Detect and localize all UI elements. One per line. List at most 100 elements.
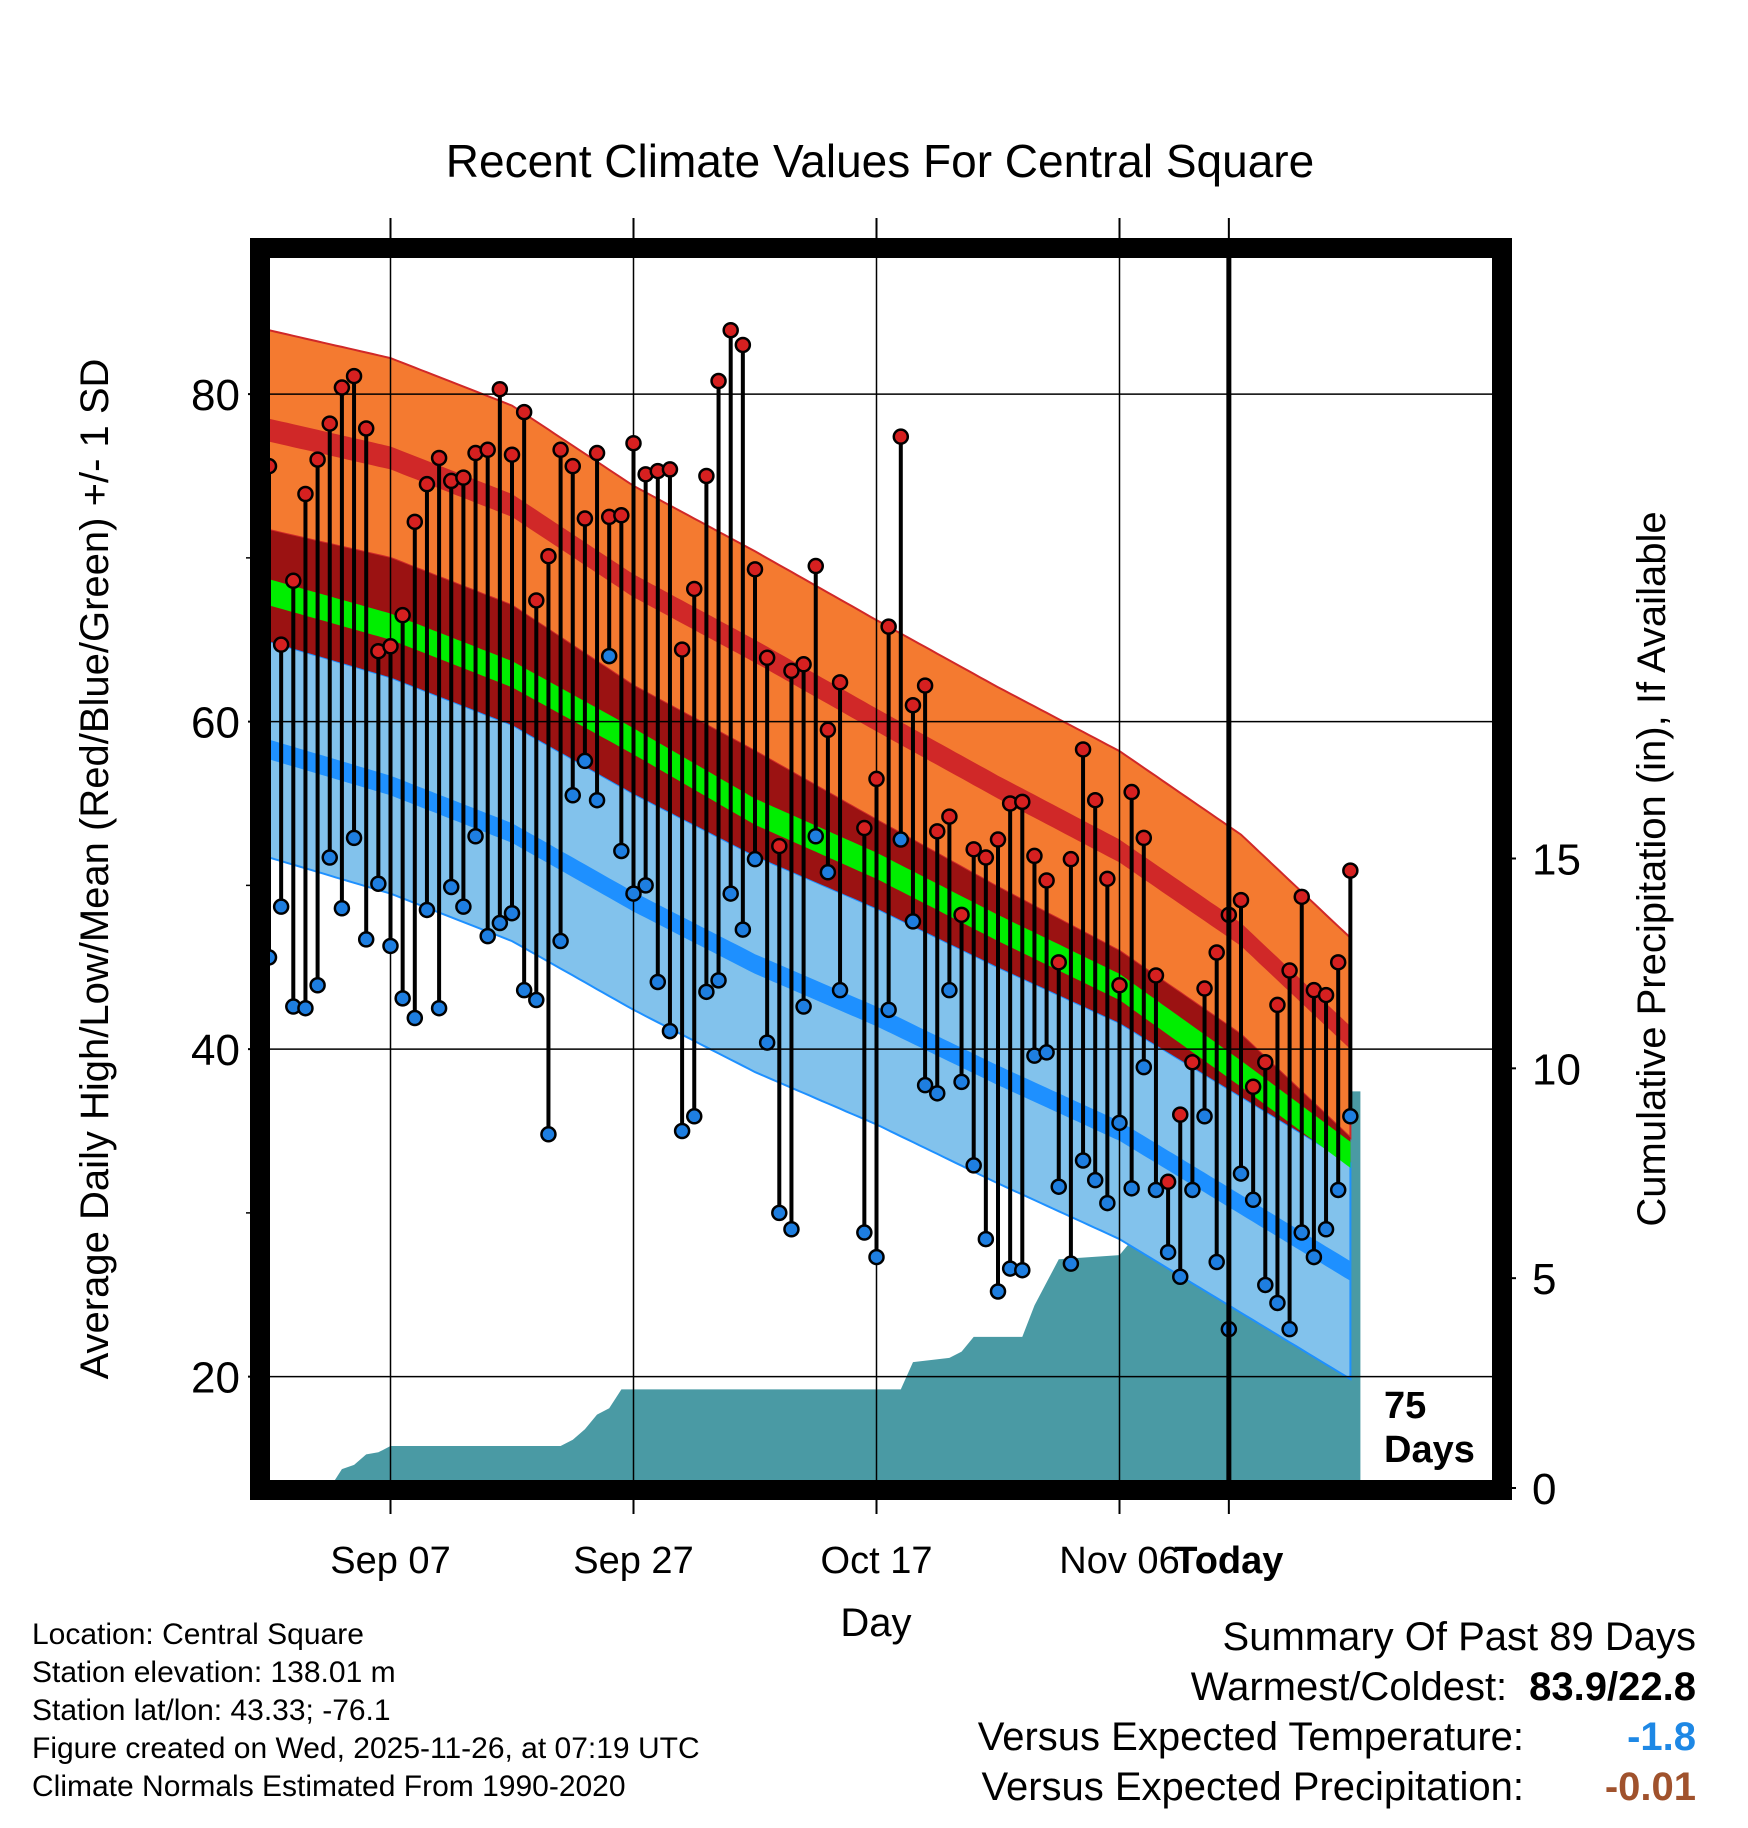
daily-low-point: [1086, 1171, 1104, 1189]
daily-low-point: [856, 1224, 873, 1241]
daily-high-point: [406, 513, 424, 531]
daily-high-point: [1099, 870, 1116, 888]
daily-low-point: [783, 1221, 800, 1238]
daily-low-point: [831, 981, 849, 999]
x-tick-label: Oct 17: [821, 1540, 933, 1582]
daily-low-point: [345, 829, 363, 847]
daily-low-point: [673, 1122, 691, 1140]
daily-high-point: [625, 434, 642, 452]
daily-high-point: [722, 321, 739, 339]
daily-high-point: [552, 441, 569, 459]
x-tick-label: Sep 07: [330, 1540, 450, 1582]
daily-high-point: [758, 649, 776, 667]
summary-temp: Versus Expected Temperature: -1.8: [978, 1712, 1696, 1762]
daily-high-point: [698, 467, 715, 485]
daily-high-point: [1159, 1173, 1177, 1191]
daily-high-point: [831, 674, 849, 691]
daily-low-point: [552, 932, 569, 950]
daily-low-point: [576, 752, 594, 770]
daily-low-point: [1135, 1058, 1153, 1076]
daily-high-point: [382, 638, 399, 655]
daily-low-point: [1123, 1180, 1140, 1197]
daily-high-point: [1196, 980, 1213, 997]
daily-low-point: [443, 878, 460, 896]
summary-precip: Versus Expected Precipitation: -0.01: [978, 1762, 1696, 1812]
daily-high-point: [868, 770, 885, 788]
daily-low-point: [1111, 1114, 1128, 1132]
daily-high-point: [1135, 829, 1153, 847]
warm-cold-value: 83.9/22.8: [1529, 1665, 1696, 1709]
daily-high-point: [357, 420, 375, 437]
daily-low-point: [661, 1022, 679, 1040]
daily-low-point: [710, 972, 727, 989]
daily-high-point: [564, 457, 581, 475]
temp-label: Versus Expected Temperature:: [977, 1715, 1524, 1759]
daily-high-point: [491, 380, 509, 398]
daily-high-point: [1062, 850, 1080, 868]
daily-high-point: [1026, 847, 1043, 865]
y-tick-label-left: 60: [191, 699, 240, 748]
daily-high-point: [856, 819, 873, 837]
daily-high-point: [455, 469, 472, 486]
daily-low-point: [1147, 1181, 1165, 1199]
daily-high-point: [1086, 791, 1104, 809]
daily-low-point: [613, 842, 630, 860]
daily-low-point: [892, 831, 910, 848]
daily-low-point: [649, 973, 667, 991]
daily-high-point: [1232, 891, 1250, 909]
daily-high-point: [771, 837, 788, 855]
precip-value: -0.01: [1604, 1765, 1696, 1809]
location-text: Location: Central Square: [32, 1618, 364, 1651]
daily-low-point: [637, 877, 654, 894]
daily-high-point: [819, 721, 837, 739]
daily-low-point: [1317, 1221, 1335, 1238]
daily-high-point: [321, 415, 338, 432]
created-text: Figure created on Wed, 2025-11-26, at 07…: [32, 1732, 700, 1765]
daily-high-point: [965, 841, 982, 858]
daily-low-point: [1269, 1294, 1286, 1312]
temp-value: -1.8: [1627, 1715, 1696, 1759]
daily-high-point: [503, 446, 521, 463]
daily-high-point: [1172, 1106, 1189, 1123]
daily-low-point: [771, 1204, 788, 1222]
daily-low-point: [1244, 1191, 1262, 1209]
daily-high-point: [710, 372, 727, 390]
station-info: Location: Central Square Station elevati…: [32, 1616, 700, 1806]
daily-high-point: [1244, 1078, 1262, 1096]
normals-text: Climate Normals Estimated From 1990-2020: [32, 1770, 626, 1803]
daily-low-point: [965, 1157, 982, 1174]
daily-low-point: [625, 885, 642, 902]
precip-label: Versus Expected Precipitation:: [981, 1765, 1524, 1809]
daily-high-point: [941, 808, 958, 825]
daily-low-point: [1196, 1108, 1213, 1125]
daily-low-point: [807, 827, 824, 845]
daily-high-point: [892, 428, 910, 445]
daily-low-point: [989, 1283, 1007, 1300]
daily-high-point: [783, 662, 800, 680]
y-tick-label-left: 80: [191, 371, 240, 420]
daily-high-point: [479, 441, 496, 459]
daily-low-point: [953, 1073, 970, 1091]
daily-high-point: [418, 475, 436, 493]
daily-low-point: [880, 1001, 897, 1019]
y-tick-label-left: 20: [191, 1354, 240, 1403]
days-marker-number: 75: [1384, 1385, 1426, 1427]
daily-low-point: [540, 1126, 557, 1143]
summary-warm-cold: Warmest/Coldest: 83.9/22.8: [978, 1662, 1696, 1712]
daily-high-point: [1074, 741, 1092, 758]
daily-low-point: [1014, 1261, 1031, 1279]
daily-low-point: [686, 1108, 703, 1125]
daily-low-point: [455, 898, 472, 915]
daily-high-point: [515, 403, 533, 421]
daily-high-point: [1038, 872, 1055, 889]
daily-high-point: [297, 485, 314, 503]
daily-high-point: [1147, 967, 1165, 984]
daily-low-point: [734, 921, 752, 938]
daily-low-point: [528, 991, 545, 1009]
daily-high-point: [916, 677, 934, 694]
daily-low-point: [600, 647, 618, 665]
daily-high-point: [540, 547, 557, 565]
days-marker-word: Days: [1384, 1429, 1475, 1471]
daily-high-point: [953, 906, 970, 924]
daily-low-point: [370, 875, 387, 892]
